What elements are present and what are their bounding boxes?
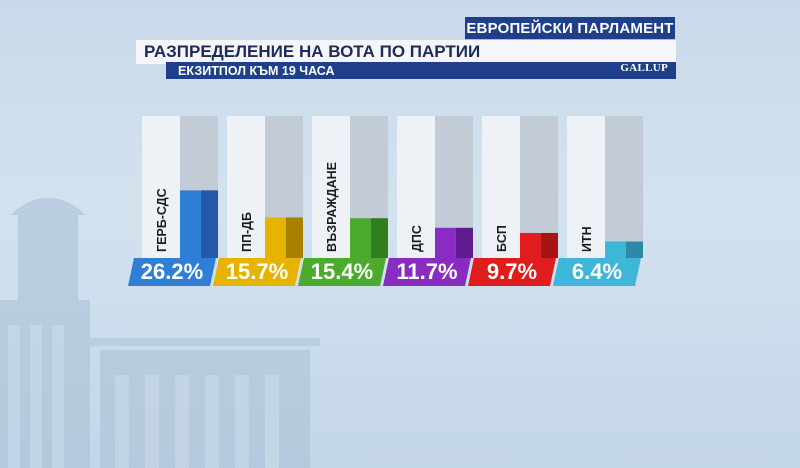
value-banner [213,258,301,286]
bar-shade [200,190,218,258]
bar-shade [625,241,643,258]
party-label: ГЕРБ-СДС [155,188,169,252]
header-parliament-label: ЕВРОПЕЙСКИ ПАРЛАМЕНТ [465,17,675,42]
value-banner [553,258,641,286]
bar-shade [370,218,388,258]
value-label: 6.4% [572,259,622,284]
bar [350,218,371,258]
bar-track-front [397,116,435,258]
party-label: ПП-ДБ [240,212,254,252]
bar-shade [285,217,303,258]
value-banner [128,258,216,286]
value-banner [298,258,386,286]
bar [180,190,201,258]
value-label: 15.4% [311,259,373,284]
value-banner [383,258,471,286]
party-label: ВЪЗРАЖДАНЕ [325,162,339,252]
bar-track-front [567,116,605,258]
bar-shade [540,232,558,258]
bar [605,241,626,258]
bar [265,217,286,258]
value-label: 9.7% [487,259,537,284]
bar-track-front [142,116,180,258]
bar-track-back [605,116,643,258]
bar-track-front [312,116,350,258]
value-label: 11.7% [396,259,457,284]
chart-title-text: РАЗПРЕДЕЛЕНИЕ НА ВОТА ПО ПАРТИИ [144,42,481,61]
bar-track-front [482,116,520,258]
bar [435,227,456,258]
chart-subtitle-text: ЕКЗИТПОЛ КЪМ 19 ЧАСА [178,63,335,78]
bar-track-front [227,116,265,258]
gallup-logo: GALLUP [620,62,668,74]
chart-subtitle: ЕКЗИТПОЛ КЪМ 19 ЧАСА GALLUP [166,62,676,79]
party-label: ДПС [410,225,424,252]
chart-title: РАЗПРЕДЕЛЕНИЕ НА ВОТА ПО ПАРТИИ [136,40,676,64]
value-label: 15.7% [226,259,288,284]
party-label: БСП [495,225,509,252]
value-label: 26.2% [141,259,203,284]
party-label: ИТН [580,226,594,252]
header-parliament-text: ЕВРОПЕЙСКИ ПАРЛАМЕНТ [466,19,674,37]
bar [520,232,541,258]
value-banner [468,258,556,286]
bar-shade [455,227,473,258]
